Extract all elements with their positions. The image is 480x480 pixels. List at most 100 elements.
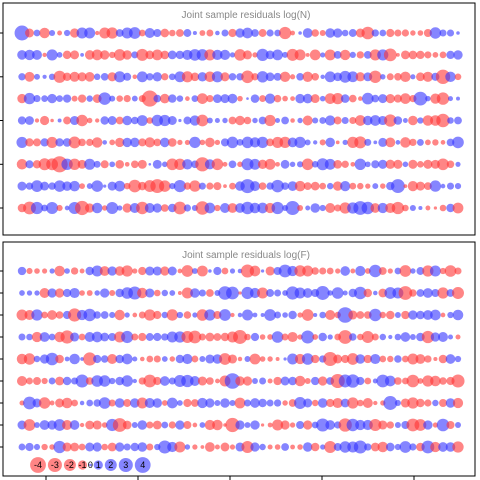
residual-bubble: [116, 95, 123, 102]
residual-bubble: [290, 96, 295, 101]
residual-bubble: [175, 354, 185, 364]
residual-bubble: [313, 312, 318, 318]
residual-bubble: [196, 114, 209, 127]
residual-bubble: [377, 202, 388, 214]
legend-label: -4: [34, 460, 42, 470]
residual-bubble: [199, 355, 206, 363]
residual-bubble: [71, 399, 78, 407]
residual-bubble: [242, 309, 253, 321]
residual-bubble: [250, 332, 260, 342]
residual-bubble: [264, 309, 276, 321]
residual-bubble: [379, 355, 387, 363]
residual-bubble: [355, 419, 366, 431]
residual-bubble: [416, 50, 425, 60]
residual-bubble: [192, 30, 197, 36]
residual-bubble: [256, 71, 269, 83]
residual-bubble: [177, 139, 183, 146]
residual-bubble: [153, 332, 162, 342]
residual-bubble: [161, 289, 168, 297]
residual-bubble: [31, 309, 43, 321]
residual-bubble: [403, 184, 408, 188]
residual-bubble: [369, 70, 382, 83]
residual-bubble: [79, 422, 85, 428]
residual-bubble: [183, 398, 192, 408]
residual-bubble: [400, 71, 411, 83]
residual-bubble: [16, 375, 28, 387]
residual-bubble: [176, 95, 184, 102]
residual-bubble: [258, 398, 267, 408]
residual-bubble: [315, 286, 330, 300]
residual-bubble: [39, 27, 50, 39]
residual-bubble: [398, 286, 413, 300]
residual-bubble: [192, 444, 198, 450]
residual-bubble: [162, 161, 168, 168]
residual-bubble: [114, 398, 125, 408]
residual-bubble: [84, 158, 96, 170]
residual-bubble: [41, 204, 49, 212]
residual-bubble: [424, 51, 432, 59]
residual-bubble: [237, 312, 243, 318]
residual-bubble: [138, 138, 147, 147]
residual-bubble: [107, 353, 118, 365]
residual-bubble: [92, 420, 102, 430]
residual-bubble: [86, 290, 93, 296]
residual-bubble: [354, 158, 366, 170]
residual-bubble: [131, 116, 139, 125]
residual-bubble: [395, 140, 401, 145]
residual-bubble: [173, 179, 187, 193]
residual-bubble: [151, 49, 163, 61]
residual-bubble: [221, 29, 229, 37]
residual-bubble: [214, 204, 221, 212]
residual-bubble: [74, 200, 90, 216]
residual-bubble: [31, 331, 43, 343]
residual-bubble: [310, 181, 320, 191]
residual-bubble: [41, 443, 48, 451]
residual-bubble: [77, 72, 87, 82]
residual-bubble: [302, 288, 313, 298]
residual-bubble: [303, 420, 313, 430]
residual-bubble: [310, 203, 320, 213]
residual-bubble: [167, 50, 177, 60]
residual-bubble: [93, 73, 101, 81]
residual-bubble: [160, 28, 170, 38]
residual-bubble: [393, 159, 403, 169]
residual-bubble: [146, 355, 154, 363]
residual-bubble: [386, 28, 395, 38]
residual-bubble: [424, 355, 432, 363]
residual-bubble: [167, 116, 177, 125]
residual-bubble: [259, 377, 267, 385]
residual-bubble: [40, 138, 49, 147]
residual-bubble: [33, 355, 41, 363]
residual-bubble: [33, 443, 41, 451]
residual-bubble: [190, 72, 200, 82]
residual-bubble: [168, 94, 177, 103]
residual-bubble: [131, 95, 138, 102]
residual-bubble: [85, 266, 94, 276]
residual-bubble: [121, 375, 133, 387]
residual-bubble: [417, 30, 424, 36]
residual-bubble: [195, 201, 210, 215]
residual-bubble: [85, 203, 95, 213]
residual-bubble: [220, 94, 230, 104]
residual-bubble: [185, 96, 190, 101]
residual-bubble: [241, 70, 254, 84]
residual-bubble: [106, 27, 118, 39]
residual-bubble: [242, 376, 253, 386]
residual-bubble: [439, 204, 447, 212]
residual-bubble: [402, 118, 408, 123]
residual-bubble: [274, 444, 281, 450]
residual-bubble: [244, 422, 251, 428]
residual-bubble: [63, 116, 72, 125]
residual-bubble: [109, 51, 116, 59]
residual-bubble: [430, 375, 441, 387]
residual-bubble: [438, 354, 448, 364]
residual-bubble: [446, 420, 455, 430]
residual-bubble: [301, 309, 314, 321]
residual-bubble: [152, 203, 162, 213]
residual-bubble: [93, 399, 101, 407]
residual-bubble: [260, 269, 265, 273]
residual-bubble: [214, 139, 221, 146]
residual-bubble: [385, 94, 395, 104]
residual-bubble: [341, 29, 349, 37]
